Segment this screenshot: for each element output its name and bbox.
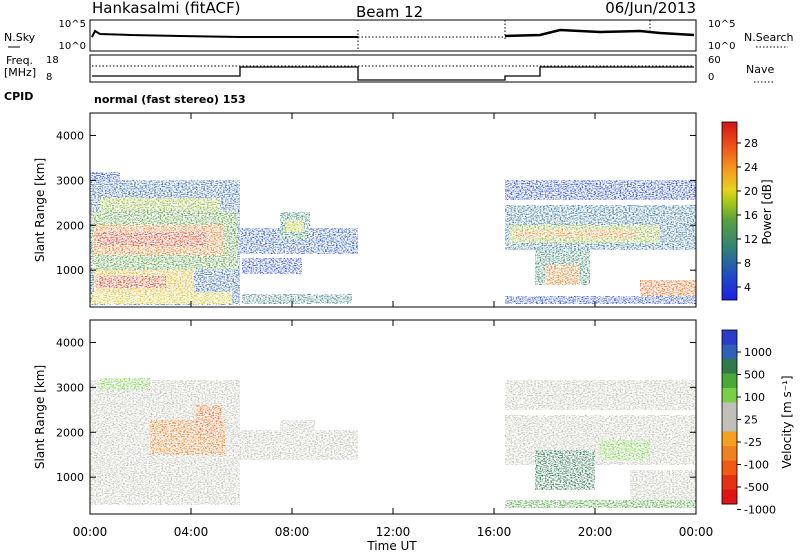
- colorbar-tick-label: 16: [744, 209, 758, 222]
- y-tick-label: 1000: [56, 471, 84, 484]
- freq-tick-top: 18: [46, 55, 59, 66]
- velocity-panel: Slant Range [km] 4000 3000 2000 1000 1000 50…: [33, 113, 794, 553]
- cpid-text: normal (fast stereo) 153: [94, 93, 246, 106]
- nsearch-label: N.Search: [744, 31, 794, 44]
- y-tick-label: 1000: [56, 264, 84, 277]
- velocity-colorbar: [721, 329, 738, 505]
- nave-tick-top: 60: [708, 55, 721, 66]
- colorbar-swatch: [722, 489, 737, 505]
- colorbar-swatch: [722, 359, 737, 374]
- nsky-trace: [91, 29, 358, 38]
- date-label: 06/Jun/2013: [605, 0, 696, 17]
- nsky-trace-2: [504, 28, 695, 38]
- colorbar-tick-label: -500: [744, 481, 769, 494]
- colorbar-tick-label: 20: [744, 185, 758, 198]
- velocity-echoes: [90, 378, 696, 508]
- power-echoes: [90, 172, 696, 305]
- colorbar-swatch: [722, 475, 737, 490]
- power-colorbar-label: Power [dB]: [760, 179, 774, 244]
- colorbar-swatch: [722, 446, 737, 461]
- colorbar-tick-label: -100: [744, 459, 769, 472]
- y-tick-label: 2000: [56, 219, 84, 232]
- velocity-colorbar-ticks: 1000 500 100 25 -25 -100 -500 -1000: [737, 346, 776, 517]
- x-tick-label: 00:00: [73, 525, 108, 539]
- nsky-tick-top: 10^5: [59, 19, 86, 30]
- colorbar-swatch: [722, 330, 737, 345]
- colorbar-swatch: [722, 431, 737, 447]
- power-ylabel: Slant Range [km]: [33, 158, 47, 262]
- colorbar-frame: [721, 329, 738, 505]
- nsky-panel: N.Sky 10^5 10^0 10^5 10^0 N.Search: [4, 19, 794, 52]
- nsky-tick-bottom: 10^0: [59, 41, 86, 52]
- time-axis-label: Time UT: [366, 539, 417, 553]
- colorbar-swatch: [722, 344, 737, 360]
- freq-unit: [MHz]: [4, 66, 36, 79]
- x-tick-label: 20:00: [578, 525, 613, 539]
- colorbar-tick-label: 24: [744, 161, 758, 174]
- nsky-label: N.Sky: [4, 31, 36, 44]
- freq-trace: [92, 66, 694, 81]
- colorbar-swatch: [722, 402, 737, 418]
- colorbar-swatch: [722, 388, 737, 403]
- colorbar-tick-label: -25: [744, 436, 762, 449]
- power-colorbar-ticks: 28 24 20 16 12 8 4: [737, 137, 758, 294]
- beam-label: Beam 12: [356, 3, 423, 21]
- velocity-ylabel: Slant Range [km]: [33, 365, 47, 469]
- x-tick-label: 16:00: [477, 525, 512, 539]
- x-tick-label: 00:00: [679, 525, 714, 539]
- velocity-colorbar-label: Velocity [m s⁻¹]: [780, 375, 794, 468]
- nave-tick-bottom: 0: [708, 72, 714, 83]
- colorbar-swatch: [722, 373, 737, 389]
- colorbar-tick-label: 25: [744, 414, 758, 427]
- nsearch-tick-bottom: 10^0: [708, 41, 735, 52]
- power-panel: Slant Range [km] 4000 3000 2000 1000 28 24 20…: [33, 112, 774, 308]
- colorbar-tick-label: 28: [744, 137, 758, 150]
- x-tick-label: 08:00: [275, 525, 310, 539]
- station-title: Hankasalmi (fitACF): [92, 0, 240, 17]
- colorbar-tick-label: 100: [744, 391, 765, 404]
- time-axis-ticks: 00:00 04:00 08:00 12:00 16:00 20:00 00:00: [73, 113, 714, 539]
- freq-tick-bottom: 8: [46, 72, 52, 83]
- freq-panel: Freq. [MHz] 18 8 60 0 Nave CPID normal (…: [4, 54, 774, 106]
- colorbar-tick-label: 4: [744, 281, 751, 294]
- y-tick-label: 2000: [56, 426, 84, 439]
- colorbar-swatch: [722, 417, 737, 432]
- y-tick-label: 4000: [56, 336, 84, 349]
- power-yticks: 4000 3000 2000 1000: [56, 129, 696, 277]
- colorbar-tick-label: -1000: [744, 504, 776, 517]
- cpid-label: CPID: [4, 90, 33, 103]
- power-colorbar: [721, 121, 738, 301]
- y-tick-label: 3000: [56, 381, 84, 394]
- freq-label: Freq.: [6, 54, 33, 67]
- y-tick-label: 3000: [56, 174, 84, 187]
- velocity-yticks: 4000 3000 2000 1000: [56, 336, 696, 484]
- colorbar-tick-label: 1000: [744, 346, 772, 359]
- colorbar-tick-label: 8: [744, 257, 751, 270]
- colorbar-tick-label: 500: [744, 369, 765, 382]
- x-tick-label: 12:00: [376, 525, 411, 539]
- nsearch-tick-top: 10^5: [708, 19, 735, 30]
- y-tick-label: 4000: [56, 129, 84, 142]
- x-tick-label: 04:00: [174, 525, 209, 539]
- nave-label: Nave: [746, 63, 774, 76]
- colorbar-swatch: [722, 460, 737, 476]
- colorbar-tick-label: 12: [744, 233, 758, 246]
